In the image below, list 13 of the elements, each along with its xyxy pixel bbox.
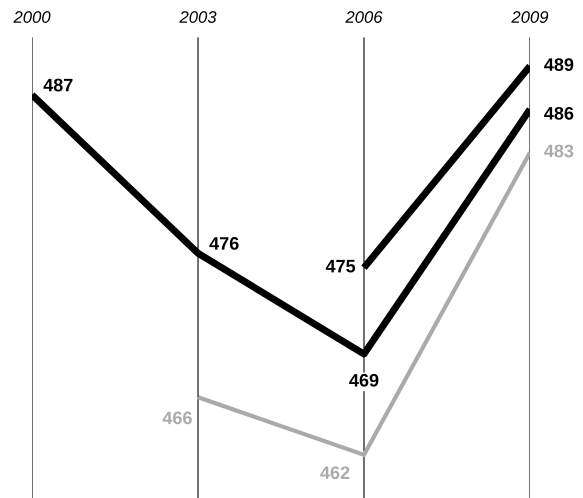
data-label: 475 — [326, 260, 356, 273]
x-tick-label: 2003 — [179, 11, 216, 23]
x-tick-label: 2009 — [511, 11, 548, 23]
data-label: 487 — [43, 78, 73, 92]
data-label: 469 — [349, 374, 378, 387]
x-tick-label: 2006 — [345, 11, 383, 23]
data-label: 466 — [162, 412, 192, 424]
data-label: 462 — [320, 466, 350, 480]
x-tick-label: 2000 — [13, 11, 50, 23]
data-label: 476 — [209, 237, 239, 250]
data-label: 489 — [544, 58, 574, 71]
data-label: 483 — [544, 144, 574, 158]
data-label: 486 — [544, 106, 574, 120]
